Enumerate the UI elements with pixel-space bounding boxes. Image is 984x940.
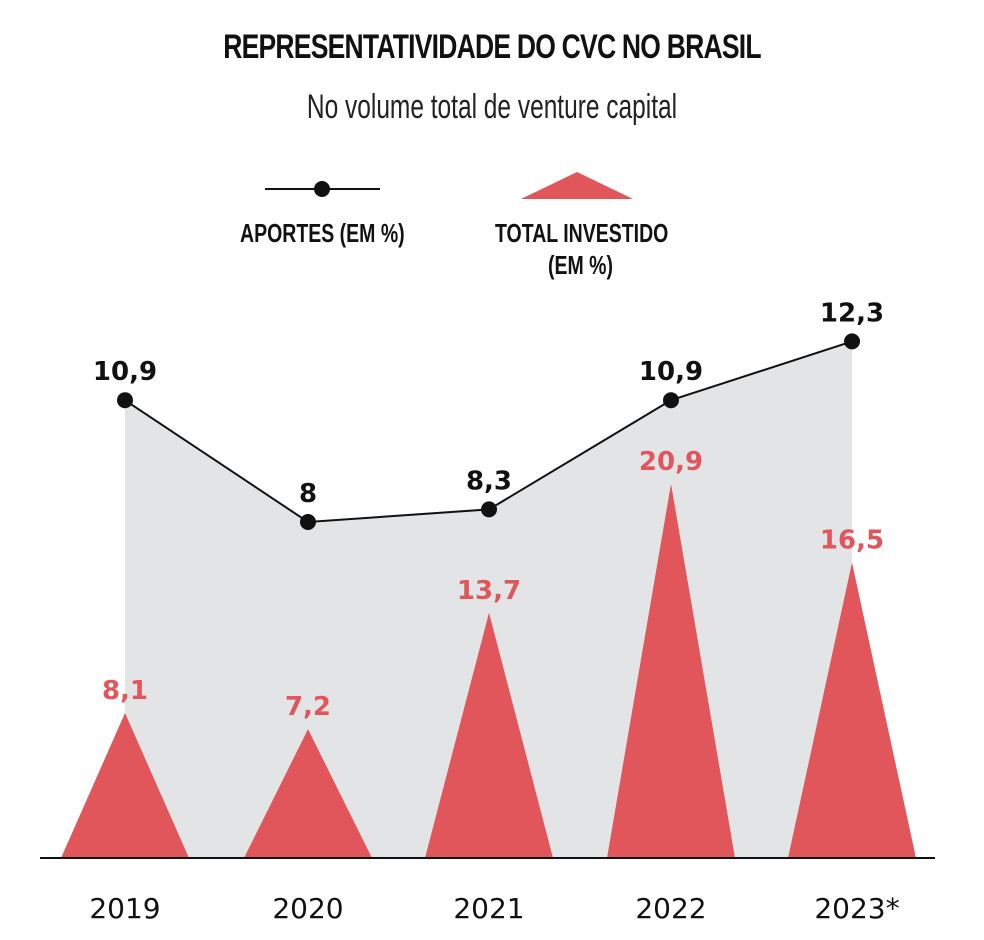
legend-triangle-label: TOTAL INVESTIDO	[495, 218, 669, 248]
x-tick-label: 2022	[635, 892, 706, 925]
aportes-point-2019	[117, 392, 133, 409]
chart-subtitle: No volume total de venture capital	[306, 88, 678, 126]
triangle-value-label: 20,9	[639, 447, 703, 477]
legend-triangle-mark	[521, 172, 633, 199]
aportes-value-label: 8,3	[466, 466, 512, 496]
triangle-bar-2022	[607, 483, 735, 858]
x-tick-label: 2023*	[814, 892, 899, 925]
triangle-bar-2019	[61, 713, 189, 858]
triangle-value-label: 8,1	[102, 676, 148, 706]
legend-triangle-label-unit: (EM %)	[548, 250, 614, 280]
triangle-bar-2021	[425, 612, 553, 858]
legend-point-mark	[314, 181, 330, 197]
legend-line-label: APORTES (EM %)	[240, 218, 405, 248]
triangle-bar-2023*	[788, 562, 916, 858]
triangle-value-label: 7,2	[285, 692, 331, 722]
x-tick-label: 2021	[453, 892, 524, 925]
aportes-value-label: 10,9	[639, 357, 703, 387]
aportes-value-label: 10,9	[93, 357, 157, 387]
aportes-point-2023*	[844, 333, 860, 350]
triangle-value-label: 16,5	[820, 526, 884, 556]
triangle-bar-2020	[244, 729, 372, 858]
aportes-value-label: 8	[299, 479, 317, 509]
aportes-point-2020	[300, 514, 316, 530]
x-tick-label: 2019	[89, 892, 160, 925]
x-tick-label: 2020	[272, 892, 343, 925]
aportes-point-2021	[481, 501, 497, 518]
chart-title: REPRESENTATIVIDADE DO CVC NO BRASIL	[223, 28, 761, 66]
triangle-value-label: 13,7	[457, 576, 521, 606]
aportes-value-label: 12,3	[820, 298, 884, 328]
aportes-point-2022	[663, 392, 679, 409]
